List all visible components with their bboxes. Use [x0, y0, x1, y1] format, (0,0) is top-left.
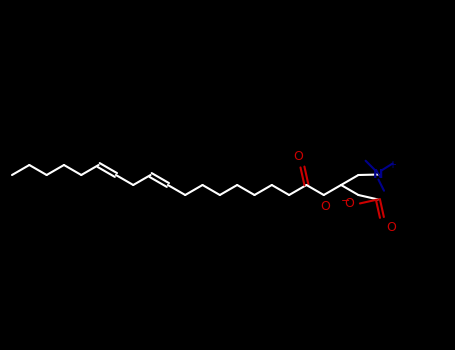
Text: −: − — [341, 196, 351, 206]
Text: N: N — [373, 168, 384, 181]
Text: O: O — [320, 200, 330, 213]
Text: O: O — [293, 150, 303, 163]
Text: O: O — [344, 197, 354, 210]
Text: O: O — [386, 222, 396, 235]
Text: +: + — [389, 160, 396, 169]
